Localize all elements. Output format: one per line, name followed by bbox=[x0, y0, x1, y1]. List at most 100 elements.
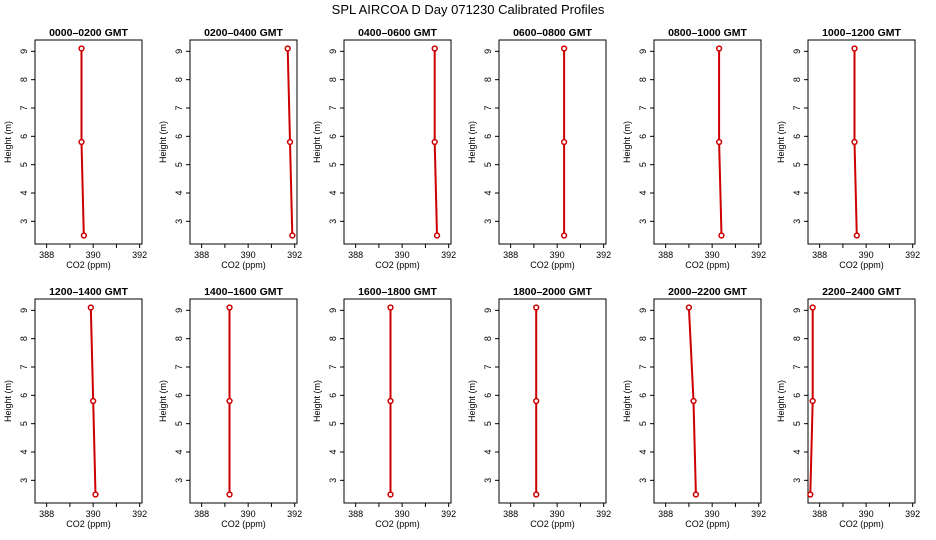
panel-title: 1600–1800 GMT bbox=[358, 286, 437, 298]
profile-point bbox=[853, 232, 860, 239]
x-axis-label: CO2 (ppm) bbox=[530, 260, 575, 270]
y-tick-label: 7 bbox=[19, 364, 29, 369]
y-axis-label: Height (m) bbox=[622, 380, 632, 422]
x-tick-label: 392 bbox=[287, 250, 302, 260]
plot-frame bbox=[498, 39, 607, 245]
y-tick-label: 8 bbox=[174, 336, 184, 341]
y-tick-label: 6 bbox=[483, 134, 493, 139]
panel-1: 0000–0200 GMT 3 4 5 6 7 8 9 388 390 392 CO2 (ppm) He… bbox=[3, 27, 147, 270]
y-tick-label: 3 bbox=[174, 478, 184, 483]
x-tick-label: 390 bbox=[86, 250, 101, 260]
x-tick-label: 390 bbox=[859, 250, 874, 260]
x-tick-label: 390 bbox=[859, 509, 874, 519]
y-tick-label: 6 bbox=[483, 393, 493, 398]
x-tick-label: 392 bbox=[441, 250, 456, 260]
y-tick-label: 9 bbox=[174, 308, 184, 313]
y-tick-label: 8 bbox=[483, 77, 493, 82]
y-tick-label: 3 bbox=[638, 478, 648, 483]
y-tick-label: 8 bbox=[19, 336, 29, 341]
y-tick-label: 7 bbox=[638, 105, 648, 110]
y-tick-label: 9 bbox=[483, 49, 493, 54]
y-tick-label: 7 bbox=[483, 105, 493, 110]
y-tick-label: 5 bbox=[638, 421, 648, 426]
y-tick-label: 6 bbox=[638, 393, 648, 398]
y-tick-label: 7 bbox=[792, 364, 802, 369]
profile-point bbox=[286, 138, 294, 146]
y-tick-label: 5 bbox=[19, 162, 29, 167]
y-axis-label: Height (m) bbox=[312, 121, 322, 163]
x-tick-label: 388 bbox=[503, 250, 518, 260]
y-tick-label: 3 bbox=[328, 478, 338, 483]
y-tick-label: 4 bbox=[638, 449, 648, 454]
panel-title: 2200–2400 GMT bbox=[822, 286, 901, 298]
profile-point bbox=[387, 491, 394, 498]
panel-title: 0000–0200 GMT bbox=[49, 27, 128, 39]
x-tick-label: 388 bbox=[39, 509, 54, 519]
y-tick-label: 5 bbox=[328, 162, 338, 167]
y-axis-label: Height (m) bbox=[467, 121, 477, 163]
y-tick-label: 7 bbox=[328, 364, 338, 369]
y-tick-label: 9 bbox=[328, 49, 338, 54]
x-axis-label: CO2 (ppm) bbox=[66, 519, 111, 529]
y-tick-label: 8 bbox=[328, 77, 338, 82]
y-tick-label: 4 bbox=[792, 190, 802, 195]
y-tick-label: 7 bbox=[638, 364, 648, 369]
x-tick-label: 388 bbox=[39, 250, 54, 260]
y-tick-label: 8 bbox=[792, 77, 802, 82]
profile-point bbox=[851, 45, 858, 52]
y-tick-label: 3 bbox=[792, 478, 802, 483]
panel-title: 2000–2200 GMT bbox=[668, 286, 747, 298]
x-axis-label: CO2 (ppm) bbox=[685, 519, 730, 529]
x-tick-label: 388 bbox=[503, 509, 518, 519]
y-tick-label: 4 bbox=[174, 449, 184, 454]
profile-point bbox=[431, 45, 438, 52]
profile-point bbox=[718, 232, 725, 239]
panel-title: 0800–1000 GMT bbox=[668, 27, 747, 39]
y-tick-label: 4 bbox=[483, 449, 493, 454]
x-tick-label: 388 bbox=[348, 509, 363, 519]
x-tick-label: 388 bbox=[658, 250, 673, 260]
plot-frame bbox=[34, 298, 143, 504]
profile-point bbox=[533, 491, 540, 498]
y-tick-label: 5 bbox=[483, 421, 493, 426]
x-tick-label: 390 bbox=[241, 509, 256, 519]
profile-point bbox=[560, 45, 568, 52]
y-tick-label: 4 bbox=[19, 190, 29, 195]
profile-point bbox=[807, 491, 814, 498]
profile-point bbox=[715, 45, 723, 52]
y-tick-label: 3 bbox=[328, 219, 338, 224]
x-axis-label: CO2 (ppm) bbox=[839, 519, 884, 529]
y-axis-label: Height (m) bbox=[467, 380, 477, 422]
y-tick-label: 4 bbox=[328, 190, 338, 195]
y-tick-label: 5 bbox=[792, 421, 802, 426]
y-tick-label: 3 bbox=[638, 219, 648, 224]
y-tick-label: 9 bbox=[19, 308, 29, 313]
panel-title: 1400–1600 GMT bbox=[204, 286, 283, 298]
x-tick-label: 392 bbox=[132, 250, 147, 260]
profile-point bbox=[80, 232, 87, 239]
panel-9: 1600–1800 GMT 3 4 5 6 7 8 9 388 390 392 CO2 (ppm) He… bbox=[312, 286, 456, 529]
profile-point bbox=[387, 397, 394, 405]
panel-title: 1800–2000 GMT bbox=[513, 286, 592, 298]
x-tick-label: 388 bbox=[194, 250, 209, 260]
panel-title: 1200–1400 GMT bbox=[49, 286, 128, 298]
x-axis-label: CO2 (ppm) bbox=[221, 519, 266, 529]
y-tick-label: 8 bbox=[174, 77, 184, 82]
y-tick-label: 8 bbox=[792, 336, 802, 341]
profile-point bbox=[533, 304, 540, 311]
y-axis-label: Height (m) bbox=[312, 380, 322, 422]
profile-point bbox=[78, 138, 85, 146]
profile-point bbox=[92, 491, 99, 498]
panel-11: 2000–2200 GMT 3 4 5 6 7 8 9 388 390 392 CO2 (ppm) He… bbox=[622, 286, 766, 529]
y-tick-label: 4 bbox=[792, 449, 802, 454]
x-tick-label: 388 bbox=[812, 509, 827, 519]
x-axis-label: CO2 (ppm) bbox=[530, 519, 575, 529]
panel-8: 1400–1600 GMT 3 4 5 6 7 8 9 388 390 392 CO2 (ppm) He… bbox=[158, 286, 302, 529]
y-tick-label: 5 bbox=[19, 421, 29, 426]
x-tick-label: 392 bbox=[751, 250, 766, 260]
x-tick-label: 390 bbox=[550, 250, 565, 260]
x-tick-label: 392 bbox=[905, 509, 920, 519]
profile-point bbox=[560, 138, 568, 146]
y-axis-label: Height (m) bbox=[158, 380, 168, 422]
profile-point bbox=[226, 304, 233, 311]
